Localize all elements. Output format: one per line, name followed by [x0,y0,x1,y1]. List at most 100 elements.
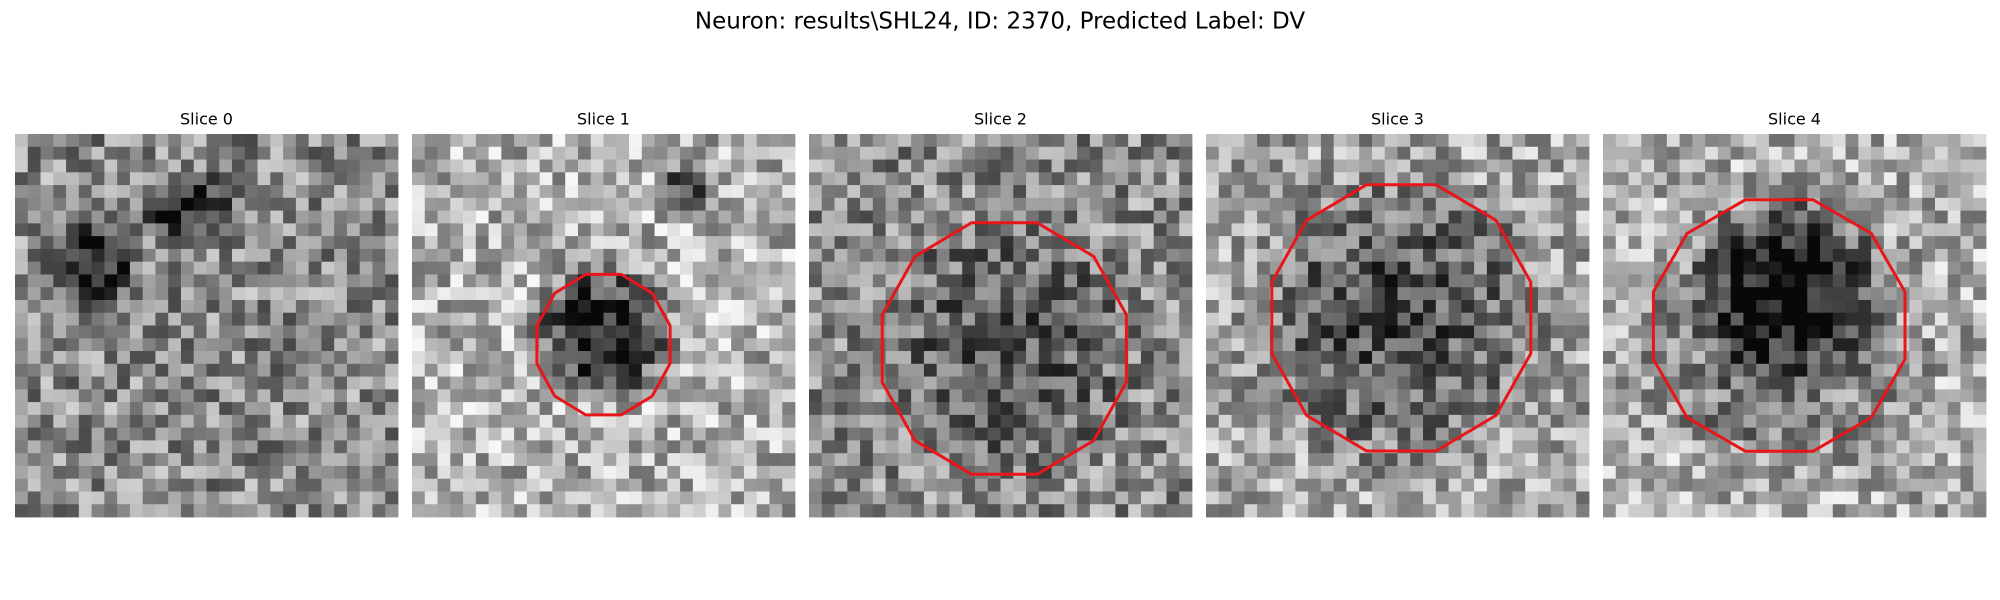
pixel [1934,146,1949,160]
pixel [1512,146,1526,160]
pixel [1947,338,1961,352]
pixel [1359,197,1373,211]
pixel [705,491,719,505]
pixel [334,427,348,441]
pixel [1397,325,1411,339]
pixel [321,440,335,454]
pixel [1960,185,1974,199]
pixel [949,338,963,352]
pixel [1448,402,1462,416]
pixel [66,504,80,518]
pixel [680,172,694,186]
pixel [412,504,426,518]
pixel [66,427,80,441]
pixel [1781,427,1795,441]
pixel [1845,185,1859,199]
pixel [53,146,67,160]
pixel [743,159,758,173]
pixel [193,210,207,224]
pixel [1397,491,1411,505]
pixel [1576,504,1590,518]
pixel [1666,274,1680,288]
pixel [1371,146,1386,160]
pixel [1333,414,1347,429]
pixel [501,261,515,275]
pixel [219,185,233,199]
pixel [1089,210,1104,224]
pixel [334,402,348,416]
pixel [1179,453,1193,467]
pixel [1576,325,1590,339]
pixel [142,312,156,326]
pixel [1960,338,1974,352]
pixel [1410,248,1424,263]
pixel [769,465,783,480]
pixel [1550,159,1564,173]
pixel [847,351,861,365]
pixel [1000,236,1014,250]
pixel [898,146,912,160]
pixel [1525,440,1539,454]
pixel [295,414,310,429]
pixel [501,185,515,199]
pixel [987,376,1001,390]
pixel [334,197,348,211]
pixel [756,351,770,365]
pixel [911,172,925,186]
pixel [1743,402,1757,416]
pixel [1537,414,1552,429]
pixel [283,504,297,518]
pixel [1654,440,1668,454]
pixel [1576,287,1590,301]
pixel [552,299,566,314]
pixel [782,478,796,492]
pixel [1206,159,1220,173]
pixel [1692,146,1706,160]
pixel [1244,427,1258,441]
pixel [1359,274,1373,288]
pixel [1563,159,1577,173]
pixel [1743,287,1757,301]
pixel [1934,414,1949,429]
pixel [1679,299,1693,314]
pixel [1320,402,1335,416]
pixel [1359,491,1373,505]
pixel [1756,236,1770,250]
pixel [1871,274,1885,288]
pixel [1282,146,1296,160]
pixel [501,440,515,454]
pixel [1115,402,1129,416]
pixel [257,325,271,339]
pixel [385,197,399,211]
pixel [244,236,258,250]
pixel [308,338,322,352]
pixel [1179,389,1193,403]
pixel [15,338,29,352]
pixel [117,248,131,263]
pixel [526,159,541,173]
pixel [743,325,758,339]
pixel [1654,197,1668,211]
pixel [705,236,719,250]
pixel [1641,338,1655,352]
pixel [1692,223,1706,237]
pixel [104,325,118,339]
pixel [193,427,207,441]
pixel [1807,504,1821,518]
pixel [1359,414,1373,429]
pixel [641,376,655,390]
pixel [539,440,553,454]
pixel [680,453,694,467]
pixel [1576,185,1590,199]
pixel [629,236,643,250]
pixel [603,504,617,518]
pixel [53,491,67,505]
pixel [1934,491,1949,505]
pixel [1525,185,1539,199]
pixel [1756,465,1770,480]
pixel [1359,236,1373,250]
pixel [450,440,464,454]
pixel [1051,197,1065,211]
pixel [1089,287,1104,301]
pixel [539,223,553,237]
